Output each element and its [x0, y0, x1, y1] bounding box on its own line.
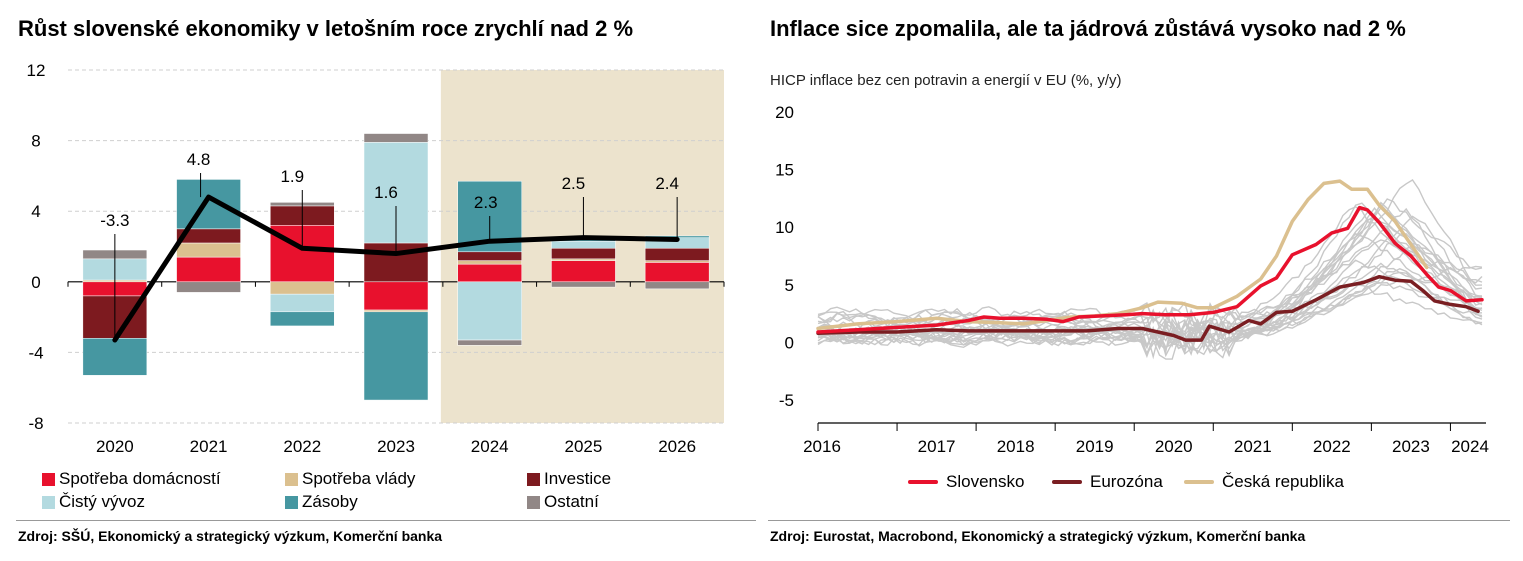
- bar-segment: [270, 311, 335, 327]
- core-inflation-chart: -5 0 5 10 15 20 2016 2017 2018 2019 2020 2021 2022 20…: [775, 103, 1489, 456]
- series-line-Česká republika: [816, 179, 1429, 331]
- data-label: 2.5: [562, 174, 586, 193]
- y-tick-label: -4: [28, 343, 43, 362]
- x-tick-label: 2021: [1234, 437, 1272, 456]
- y-tick-label: 15: [775, 161, 794, 180]
- x-tick-label: 2017: [918, 437, 956, 456]
- x-tick-label: 2025: [565, 437, 603, 456]
- left-chart-title: Růst slovenské ekonomiky v letošním roce…: [18, 16, 634, 41]
- legend-item-other: Ostatní: [527, 492, 599, 512]
- legend-swatch: [42, 495, 55, 509]
- y-tick-label: 12: [27, 61, 46, 80]
- x-tick-label: 2019: [1076, 437, 1114, 456]
- x-tick-label: 2022: [1313, 437, 1351, 456]
- bar-segment: [176, 281, 241, 293]
- x-tick-label: 2020: [1155, 437, 1193, 456]
- legend-label: Spotřeba vlády: [302, 469, 416, 488]
- right-chart-title: Inflace sice zpomalila, ale ta jádrová z…: [770, 16, 1406, 41]
- data-label: 2.4: [655, 174, 679, 193]
- legend-swatch: [285, 495, 298, 509]
- data-label: 1.6: [374, 183, 398, 202]
- x-tick-label: 2021: [190, 437, 228, 456]
- legend-item-czech-republic: Česká republika: [1184, 472, 1344, 492]
- bar-segment: [457, 281, 522, 341]
- gdp-contribution-chart: -8 -4 0 4 8 12 2020 2021 2022 2023 2024 2025 2026 -3.…: [27, 61, 725, 456]
- legend-swatch: [285, 472, 298, 486]
- country-line: [817, 201, 1483, 356]
- left-divider: [16, 520, 756, 521]
- y-tick-label: 10: [775, 218, 794, 237]
- legend-item-households: Spotřeba domácností: [42, 469, 221, 489]
- legend-label: Spotřeba domácností: [59, 469, 221, 488]
- bar-segment: [82, 338, 148, 376]
- series-line-Slovensko: [816, 205, 1484, 334]
- right-chart-subtitle: HICP inflace bez cen potravin a energií …: [770, 72, 1122, 89]
- legend-item-eurozone: Eurozóna: [1052, 472, 1163, 492]
- bar-segment: [363, 281, 429, 311]
- x-tick-label: 2023: [377, 437, 415, 456]
- legend-item-inventories: Zásoby: [285, 492, 358, 512]
- country-line: [817, 283, 1483, 336]
- bar-segment: [363, 133, 429, 143]
- legend-label: Ostatní: [544, 492, 599, 511]
- bar-segment: [457, 339, 522, 346]
- legend-line: [908, 480, 938, 484]
- x-tick-label: 2020: [96, 437, 134, 456]
- y-tick-label: 0: [31, 273, 40, 292]
- legend-label: Čistý vývoz: [59, 492, 145, 511]
- legend-label: Eurozóna: [1090, 472, 1163, 491]
- bar-segment: [176, 179, 241, 230]
- y-tick-label: -5: [779, 391, 794, 410]
- bar-segment: [551, 281, 616, 288]
- data-label: 2.3: [474, 193, 498, 212]
- legend-item-investment: Investice: [527, 469, 611, 489]
- legend-label: Investice: [544, 469, 612, 488]
- y-tick-label: 20: [775, 103, 794, 122]
- country-line: [817, 232, 1483, 360]
- legend-item-net-exports: Čistý vývoz: [42, 492, 145, 512]
- x-tick-label: 2024: [471, 437, 509, 456]
- y-tick-label: 0: [785, 333, 794, 352]
- legend-item-slovakia: Slovensko: [908, 472, 1024, 492]
- legend-label: Zásoby: [302, 492, 358, 511]
- legend-label: Česká republika: [1222, 472, 1344, 491]
- x-tick-label: 2024: [1451, 437, 1489, 456]
- bar-segment: [644, 281, 710, 290]
- data-label: 1.9: [280, 167, 304, 186]
- x-tick-label: 2026: [658, 437, 696, 456]
- data-label: 4.8: [187, 150, 211, 169]
- y-tick-label: 5: [785, 276, 794, 295]
- x-tick-label: 2023: [1392, 437, 1430, 456]
- legend-swatch: [42, 472, 55, 486]
- y-tick-label: 4: [31, 202, 40, 221]
- country-line: [817, 271, 1483, 350]
- legend-label: Slovensko: [946, 472, 1025, 491]
- x-tick-label: 2018: [997, 437, 1035, 456]
- legend-swatch: [527, 495, 540, 509]
- country-line: [817, 239, 1483, 338]
- x-tick-label: 2016: [803, 437, 841, 456]
- data-label: -3.3: [100, 211, 129, 230]
- right-divider: [768, 520, 1510, 521]
- legend-line: [1184, 480, 1214, 484]
- right-source: Zdroj: Eurostat, Macrobond, Ekonomický a…: [770, 528, 1306, 544]
- y-tick-label: 8: [31, 132, 40, 151]
- legend-swatch: [527, 472, 540, 486]
- bar-segment: [363, 311, 429, 401]
- series-line-Eurozóna: [816, 274, 1480, 342]
- legend-line: [1052, 480, 1082, 484]
- x-tick-label: 2022: [283, 437, 321, 456]
- y-tick-label: -8: [28, 414, 43, 433]
- left-source: Zdroj: SŠÚ, Ekonomický a strategický výz…: [18, 528, 443, 544]
- legend-item-government: Spotřeba vlády: [285, 469, 415, 489]
